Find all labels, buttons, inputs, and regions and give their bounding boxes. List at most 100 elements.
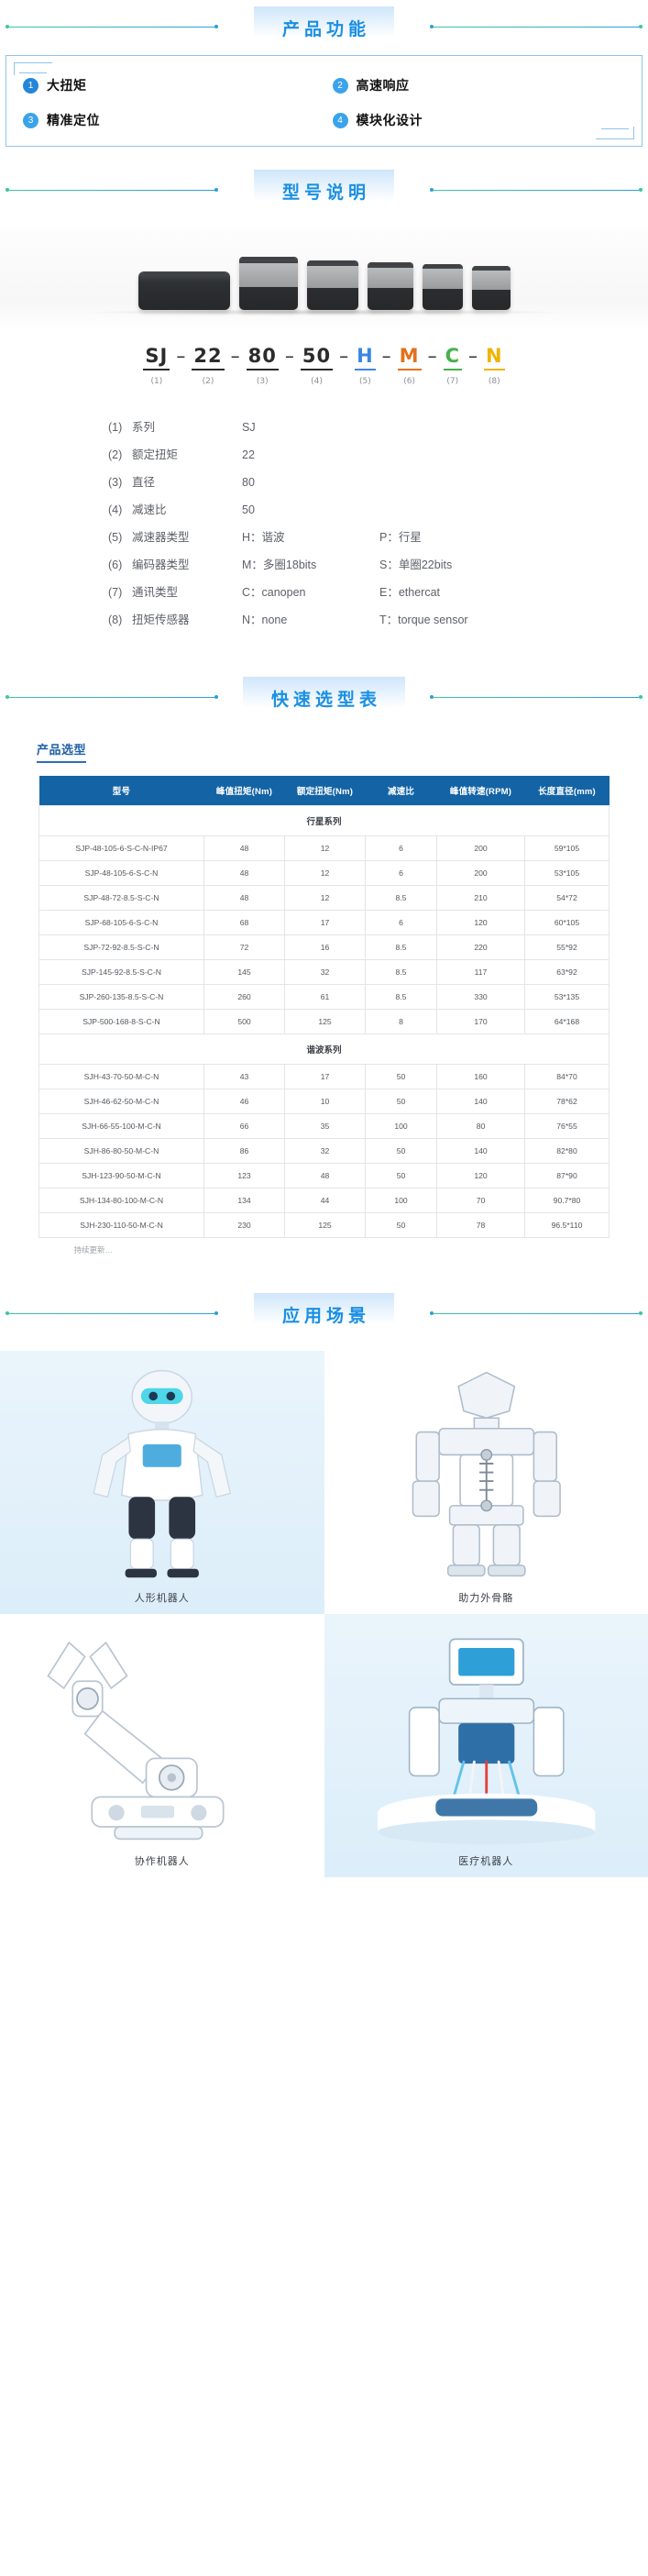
header-rule-right — [430, 188, 643, 192]
cell-peak-torque: 134 — [203, 1188, 285, 1214]
model-code-index: (2) — [202, 377, 214, 387]
cell-peak-torque: 230 — [203, 1212, 285, 1239]
legend-value-primary: M：多圈18bits — [242, 558, 317, 572]
cell-peak-speed: 80 — [436, 1113, 525, 1140]
legend-label: 扭矩传感器 — [132, 614, 190, 627]
legend-row: (3) 直径 80 — [108, 472, 648, 500]
selection-subtitle-wrap: 产品选型 — [0, 724, 648, 776]
actuator-image-6 — [471, 266, 511, 310]
model-code-separator: – — [381, 345, 391, 367]
model-code-segment-5: H (5) — [355, 345, 376, 386]
cell-ratio: 50 — [365, 1064, 437, 1090]
cell-rated-torque: 12 — [284, 835, 366, 862]
cell-peak-speed: 120 — [436, 910, 525, 936]
cell-ratio: 8 — [365, 1009, 437, 1035]
cell-peak-speed: 117 — [436, 959, 525, 986]
legend-label: 通讯类型 — [132, 586, 179, 600]
page-title-selection: 快速选型表 — [270, 690, 381, 710]
application-caption: 协作机器人 — [134, 1856, 190, 1868]
page-title-features: 产品功能 — [281, 19, 370, 39]
table-row: SJH-66-55-100-M-C-N 66 35 100 80 76*55 — [38, 1113, 610, 1140]
cell-ratio: 8.5 — [365, 934, 437, 961]
table-row: SJH-230-110-50-M-C-N 230 125 50 78 96.5*… — [38, 1212, 610, 1239]
cell-ratio: 8.5 — [365, 885, 437, 912]
cell-ratio: 50 — [365, 1089, 437, 1115]
header-title-backdrop — [253, 169, 394, 201]
cell-peak-torque: 72 — [203, 934, 285, 961]
cell-peak-torque: 48 — [203, 885, 285, 912]
model-code-separator: – — [467, 345, 478, 367]
feature-number: 2 — [332, 77, 348, 94]
actuator-image-1 — [137, 271, 230, 310]
medical-robot-icon — [324, 1627, 648, 1846]
table-row: SJP-72-92-8.5-S-C-N 72 16 8.5 220 55*92 — [38, 934, 610, 961]
cell-model: SJP-48-72-8.5-S-C-N — [38, 885, 204, 912]
feature-item-3: 3 精准定位 — [23, 111, 333, 129]
table-row: SJH-86-80-50-M-C-N 86 32 50 140 82*80 — [38, 1138, 610, 1165]
header-rule-left — [5, 25, 218, 28]
legend-row: (8) 扭矩传感器 N：none T：torque sensor — [108, 610, 648, 637]
cell-ratio: 50 — [365, 1163, 437, 1189]
application-caption: 人形机器人 — [134, 1593, 190, 1605]
feature-item-1: 1 大扭矩 — [23, 76, 333, 94]
cell-ratio: 50 — [365, 1138, 437, 1165]
cell-peak-torque: 43 — [203, 1064, 285, 1090]
group-label: 行星系列 — [38, 805, 610, 837]
table-row: SJP-145-92-8.5-S-C-N 145 32 8.5 117 63*9… — [38, 959, 610, 986]
cell-model: SJH-123-90-50-M-C-N — [38, 1163, 204, 1189]
cell-size: 59*105 — [524, 835, 610, 862]
legend-row: (6) 编码器类型 M：多圈18bits S：单圈22bits — [108, 555, 648, 582]
header-rule-right — [430, 25, 643, 28]
feature-number: 1 — [23, 77, 38, 94]
model-code-index: (7) — [446, 377, 459, 387]
photo-shadow — [77, 309, 571, 315]
group-label: 谐波系列 — [38, 1034, 610, 1066]
column-header-size: 长度直径(mm) — [524, 776, 610, 806]
exoskeleton-icon — [324, 1364, 648, 1583]
feature-label: 高速响应 — [356, 78, 410, 93]
cell-rated-torque: 125 — [284, 1009, 366, 1035]
model-code-segment-3: 80 (3) — [246, 345, 279, 386]
header-rule-left — [5, 188, 218, 192]
humanoid-robot-icon — [0, 1364, 324, 1583]
cell-peak-torque: 48 — [203, 860, 285, 887]
table-row: SJP-48-72-8.5-S-C-N 48 12 8.5 210 54*72 — [38, 885, 610, 912]
cell-model: SJP-72-92-8.5-S-C-N — [38, 934, 204, 961]
legend-label: 直径 — [132, 476, 156, 490]
model-code-segment-6: M (6) — [397, 345, 422, 386]
table-group-header-harmonic: 谐波系列 — [38, 1034, 610, 1066]
cell-peak-speed: 120 — [436, 1163, 525, 1189]
column-header-model: 型号 — [38, 776, 204, 806]
cell-size: 64*168 — [524, 1009, 610, 1035]
header-rule-left — [5, 1311, 218, 1316]
cell-ratio: 8.5 — [365, 984, 437, 1011]
legend-index: (7) — [108, 586, 123, 600]
model-code-value: M — [397, 345, 422, 371]
cell-size: 76*55 — [524, 1113, 610, 1140]
table-row: SJH-134-80-100-M-C-N 134 44 100 70 90.7*… — [38, 1188, 610, 1214]
model-code-value: 22 — [192, 345, 225, 371]
cell-size: 96.5*110 — [524, 1212, 610, 1239]
product-selection-table: 型号 峰值扭矩(Nm) 额定扭矩(Nm) 减速比 峰值转速(RPM) 长度直径(… — [38, 776, 610, 1239]
table-row: SJH-43-70-50-M-C-N 43 17 50 160 84*70 — [38, 1064, 610, 1090]
model-code-separator: – — [427, 345, 437, 367]
cell-peak-torque: 145 — [203, 959, 285, 986]
product-page: 产品功能 1 大扭矩 2 高速响应 3 精准定位 4 模块化设计 — [0, 6, 648, 1878]
cell-size: 90.7*80 — [524, 1188, 610, 1214]
cell-rated-torque: 10 — [284, 1089, 366, 1115]
cell-size: 55*92 — [524, 934, 610, 961]
application-cell-cobot: 协作机器人 — [0, 1614, 324, 1878]
page-title-applications: 应用场景 — [281, 1306, 370, 1326]
cell-size: 63*92 — [524, 959, 610, 986]
cell-peak-speed: 70 — [436, 1188, 525, 1214]
cell-ratio: 6 — [365, 910, 437, 936]
cell-size: 60*105 — [524, 910, 610, 936]
cell-peak-torque: 66 — [203, 1113, 285, 1140]
legend-row: (7) 通讯类型 C：canopen E：ethercat — [108, 582, 648, 610]
model-code-separator: – — [176, 345, 186, 367]
cell-peak-torque: 260 — [203, 984, 285, 1011]
cell-size: 78*62 — [524, 1089, 610, 1115]
legend-value-secondary: E：ethercat — [379, 586, 441, 600]
cell-rated-torque: 32 — [284, 1138, 366, 1165]
cell-ratio: 6 — [365, 835, 437, 862]
